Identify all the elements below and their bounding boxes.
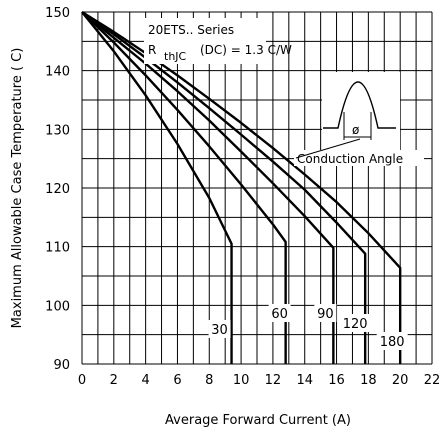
x-tick-label: 16 — [328, 373, 345, 388]
series-label-background — [314, 304, 337, 322]
x-axis-ticks: 0 2 4 6 8 10 12 14 16 18 20 22 — [78, 373, 440, 388]
series-lines — [81, 10, 402, 364]
x-tick-label: 2 — [110, 373, 118, 388]
x-tick-label: 10 — [233, 373, 250, 388]
x-tick-label: 0 — [78, 373, 86, 388]
x-tick-label: 6 — [173, 373, 181, 388]
series-line-180 — [81, 10, 402, 364]
waveform-background — [322, 72, 400, 152]
y-tick-label: 100 — [45, 299, 70, 314]
x-tick-label: 4 — [141, 373, 149, 388]
y-axis-ticks: 90 100 110 120 130 140 150 — [45, 6, 70, 373]
y-tick-label: 90 — [53, 358, 70, 373]
x-tick-label: 8 — [205, 373, 213, 388]
y-tick-label: 130 — [45, 123, 70, 138]
rth-value: (DC) = 1.3 C/W — [200, 43, 292, 57]
waveform-icon — [323, 81, 396, 129]
series-label-background — [208, 320, 231, 338]
x-tick-label: 18 — [360, 373, 377, 388]
annotation-background — [144, 18, 266, 64]
conduction-angle-label: Conduction Angle — [297, 152, 403, 166]
y-axis-label: Maximum Allowable Case Temperature ( C) — [10, 48, 25, 329]
y-tick-label: 150 — [45, 6, 70, 21]
y-tick-label: 120 — [45, 182, 70, 197]
series-line-120 — [81, 11, 367, 364]
series-label-90: 90 — [317, 307, 334, 322]
rth-subscript: thJC — [164, 50, 187, 63]
x-tick-label: 20 — [392, 373, 409, 388]
y-tick-label: 140 — [45, 65, 70, 80]
series-label-background — [339, 314, 371, 332]
x-tick-label: 14 — [296, 373, 313, 388]
series-line-30 — [81, 11, 233, 364]
x-tick-label: 12 — [265, 373, 282, 388]
series-label-30: 30 — [211, 323, 228, 338]
rth-prefix: R — [148, 43, 156, 57]
series-line-60 — [81, 11, 287, 364]
series-label-background — [376, 332, 408, 350]
series-label-background — [268, 304, 291, 322]
series-label-120: 120 — [343, 317, 368, 332]
x-tick-label: 22 — [424, 373, 441, 388]
x-axis-label: Average Forward Current (A) — [165, 413, 351, 428]
y-tick-label: 110 — [45, 241, 70, 256]
series-title: 20ETS.. Series — [148, 23, 234, 37]
series-line-90 — [81, 11, 335, 364]
conduction-label-background — [294, 150, 424, 166]
series-labels: 30 60 90 120 180 — [208, 304, 408, 350]
series-label-60: 60 — [271, 307, 288, 322]
conduction-leader — [295, 138, 361, 159]
waveform-symbol: ø — [352, 123, 359, 137]
series-label-180: 180 — [380, 335, 405, 350]
